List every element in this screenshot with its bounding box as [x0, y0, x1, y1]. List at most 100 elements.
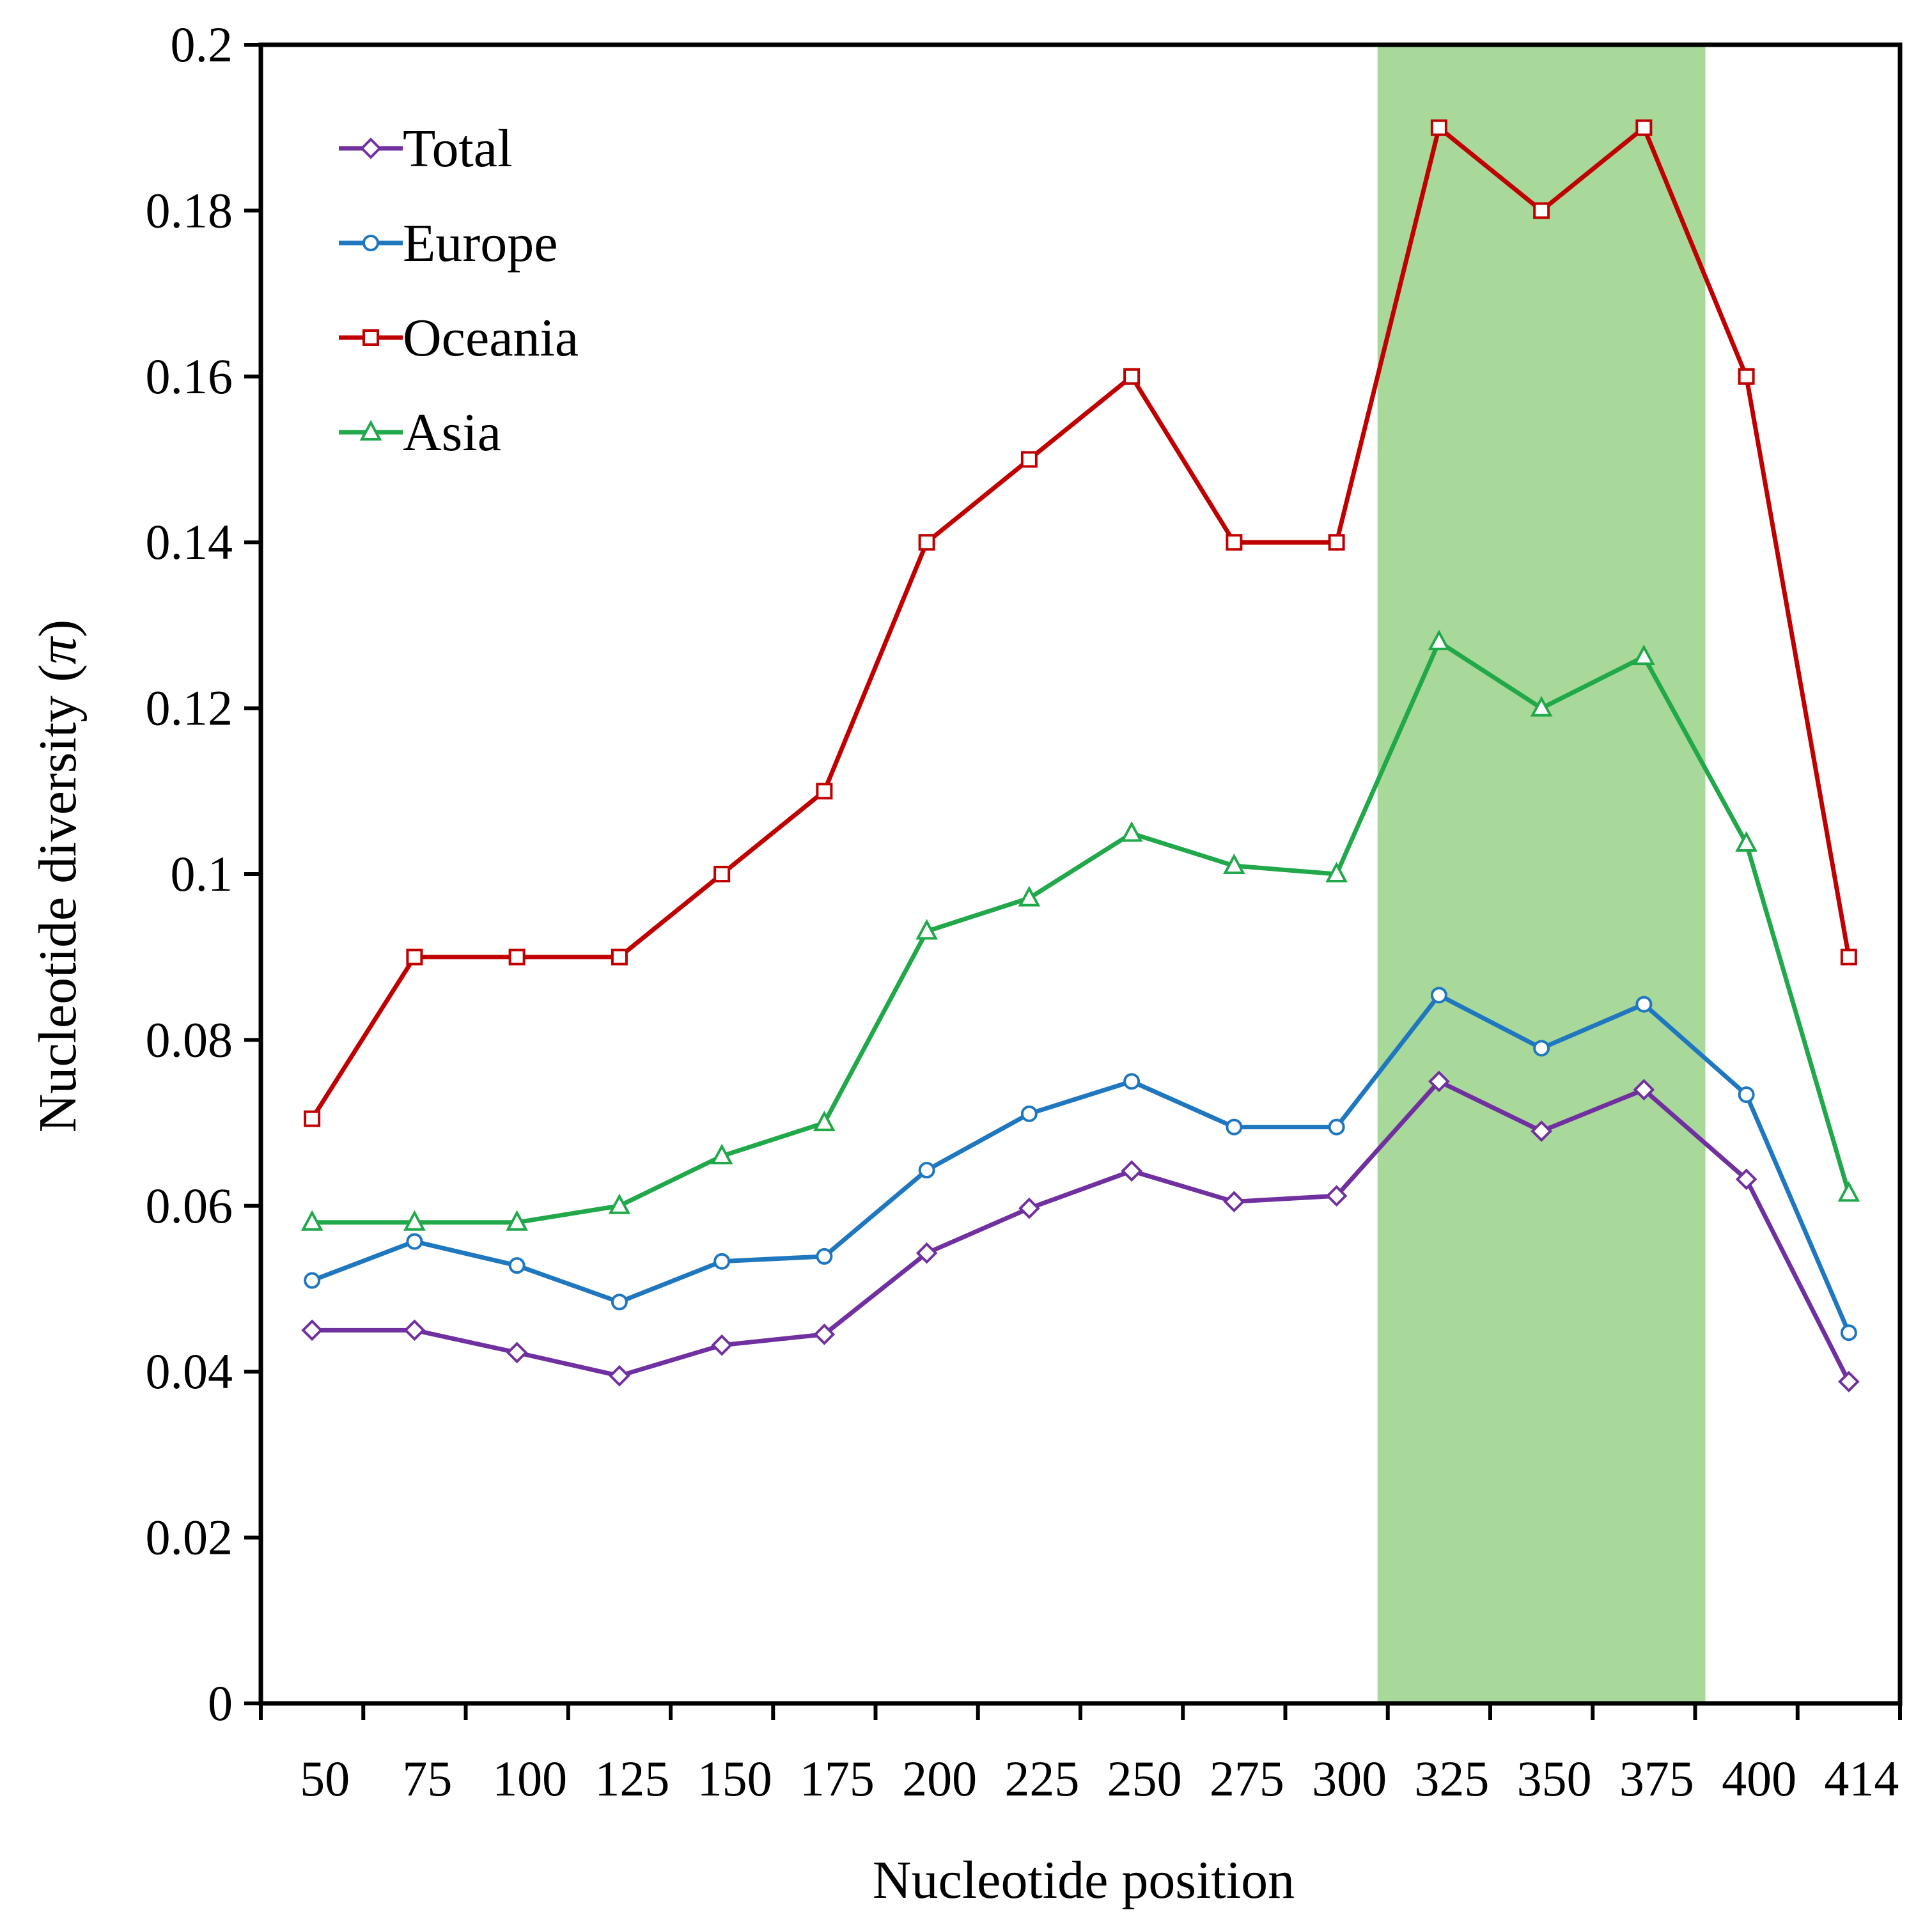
x-tick-label: 175: [800, 1751, 875, 1806]
series-europe: [304, 987, 1857, 1341]
data-point-asia: [403, 1210, 426, 1231]
y-axis-title: Nucleotide diversity (π): [28, 620, 88, 1133]
data-point-europe: [1430, 987, 1447, 1004]
data-point-total: [506, 1341, 528, 1364]
data-point-oceania: [918, 534, 935, 551]
legend-marker: [360, 137, 382, 159]
data-point-oceania: [406, 948, 423, 966]
data-point-total: [1018, 1197, 1040, 1219]
data-point-oceania: [611, 948, 628, 966]
y-axis-title-symbol: π: [28, 636, 88, 664]
x-tick-label: 100: [492, 1751, 567, 1806]
data-point-asia: [1735, 831, 1757, 852]
data-point-asia: [915, 919, 938, 940]
data-point-europe: [304, 1272, 321, 1289]
data-point-oceania: [1840, 948, 1857, 966]
data-point-europe: [1328, 1118, 1345, 1136]
x-tick-label: 325: [1414, 1751, 1489, 1806]
data-point-oceania: [1328, 534, 1345, 551]
y-tick-label: 0.2: [171, 17, 233, 72]
data-point-asia: [1120, 821, 1143, 842]
data-point-total: [1325, 1185, 1348, 1207]
x-tick-label: 225: [1004, 1751, 1079, 1806]
y-tick-label: 0.02: [146, 1510, 233, 1565]
legend-label: Oceania: [403, 308, 579, 368]
data-point-oceania: [1226, 534, 1243, 551]
data-point-oceania: [304, 1110, 321, 1127]
legend-marker: [359, 419, 382, 441]
data-point-europe: [918, 1162, 935, 1179]
data-point-total: [301, 1319, 323, 1341]
data-point-europe: [611, 1294, 628, 1311]
data-point-oceania: [1123, 368, 1141, 385]
y-tick-label: 0.04: [146, 1343, 233, 1399]
data-point-total: [813, 1324, 836, 1345]
series-total: [301, 1070, 1860, 1393]
data-point-europe: [713, 1253, 731, 1270]
data-point-oceania: [508, 948, 526, 966]
data-point-europe: [1123, 1073, 1141, 1090]
legend-marker: [362, 329, 379, 346]
data-point-europe: [1738, 1086, 1755, 1104]
data-point-europe: [508, 1257, 526, 1274]
y-tick-label: 0.06: [146, 1178, 233, 1233]
x-tick-label: 250: [1107, 1751, 1182, 1806]
data-point-europe: [816, 1247, 833, 1265]
y-tick-label: 0.18: [146, 182, 233, 238]
x-tick-label: 300: [1312, 1751, 1387, 1806]
data-point-total: [1428, 1070, 1450, 1093]
x-tick-label: 414: [1824, 1751, 1899, 1806]
data-point-oceania: [1430, 119, 1447, 136]
data-point-asia: [1325, 861, 1348, 882]
legend-item-asia: Asia: [339, 403, 501, 462]
x-tick-label: 350: [1517, 1751, 1592, 1806]
series-asia: [300, 629, 1860, 1231]
data-point-asia: [1837, 1181, 1860, 1202]
data-point-asia: [1018, 886, 1041, 907]
data-point-asia: [506, 1210, 528, 1231]
data-point-total: [1223, 1191, 1245, 1213]
x-tick-label: 50: [300, 1751, 350, 1806]
axes-layer: 0 0.02 0.04 0.06 0.08 0.1 0.12 0.14 0.16 0.18 0.2 5…: [146, 17, 1903, 1806]
data-point-total: [915, 1242, 938, 1264]
data-point-total: [1735, 1168, 1757, 1191]
data-point-total: [609, 1365, 630, 1387]
y-axis-title-main: Nucleotide diversity (: [28, 664, 88, 1132]
x-tick-label: 150: [697, 1751, 772, 1806]
data-point-asia: [300, 1210, 323, 1231]
highlight-region: [1377, 45, 1706, 1703]
y-tick-label: 0.1: [171, 846, 233, 902]
legend-label: Total: [403, 119, 512, 178]
data-point-europe: [1635, 996, 1653, 1013]
x-tick-label: 125: [595, 1751, 669, 1806]
data-point-oceania: [1020, 451, 1038, 468]
y-tick-label: 0.12: [146, 680, 233, 736]
data-point-oceania: [816, 783, 833, 800]
y-tick-label: 0: [208, 1675, 233, 1731]
data-point-oceania: [1738, 368, 1755, 385]
data-point-europe: [1020, 1105, 1038, 1122]
series-line-europe: [311, 992, 1851, 1334]
x-tick-label: 400: [1722, 1751, 1796, 1806]
data-point-total: [1633, 1079, 1655, 1101]
data-point-total: [1121, 1160, 1142, 1182]
highlight-region-layer: [1377, 45, 1706, 1703]
y-tick-label: 0.08: [146, 1012, 233, 1067]
series-layer: [300, 119, 1860, 1393]
legend-item-total: Total: [339, 119, 512, 178]
x-tick-label: 375: [1619, 1751, 1694, 1806]
data-point-asia: [1428, 629, 1451, 650]
data-point-asia: [1223, 853, 1245, 875]
data-point-total: [1531, 1120, 1552, 1142]
legend-label: Asia: [403, 403, 501, 462]
data-point-asia: [710, 1143, 733, 1164]
legend-marker: [362, 235, 379, 251]
series-line-asia: [312, 639, 1851, 1225]
y-tick-label: 0.14: [146, 514, 233, 570]
x-axis-title: Nucleotide position: [873, 1850, 1295, 1910]
data-point-asia: [1530, 696, 1553, 717]
x-tick-label: 200: [902, 1751, 977, 1806]
legend-item-europe: Europe: [339, 214, 558, 273]
data-point-total: [711, 1334, 733, 1356]
